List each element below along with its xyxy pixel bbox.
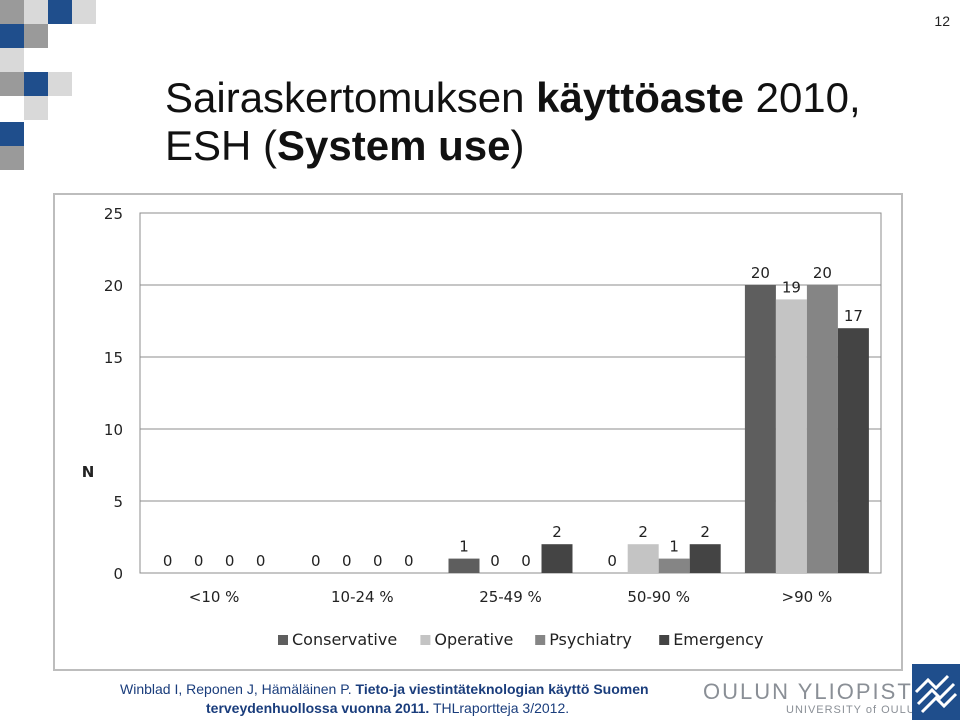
- title-bold: System use: [277, 122, 511, 169]
- bar: [837, 328, 869, 573]
- bar: [775, 299, 807, 573]
- legend-swatch: [420, 635, 431, 645]
- deco-square: [24, 24, 48, 48]
- y-tick-label: 10: [104, 421, 123, 439]
- bar: [448, 558, 480, 573]
- data-label: 0: [404, 552, 414, 570]
- x-tick-label: 50-90 %: [627, 588, 690, 606]
- data-label: 2: [552, 523, 562, 541]
- data-label: 0: [373, 552, 383, 570]
- data-label: 0: [342, 552, 352, 570]
- data-label: 2: [700, 523, 710, 541]
- x-tick-label: 25-49 %: [479, 588, 542, 606]
- plot-area: [139, 212, 882, 574]
- data-label: 0: [311, 552, 321, 570]
- bar: [744, 285, 776, 573]
- y-axis-label: N: [82, 463, 95, 481]
- university-name: OULUN YLIOPISTO UNIVERSITY of OULU: [703, 679, 932, 717]
- deco-square: [0, 0, 24, 24]
- university-name-en: UNIVERSITY of OULU: [786, 704, 916, 716]
- bar: [627, 544, 659, 573]
- title-part: ): [510, 122, 525, 169]
- data-label: 0: [521, 552, 531, 570]
- x-tick-label: <10 %: [189, 588, 240, 606]
- data-label: 0: [607, 552, 617, 570]
- legend-swatch: [659, 635, 670, 645]
- title-part: 2010,: [743, 74, 861, 121]
- deco-square: [24, 0, 48, 24]
- data-label: 1: [459, 538, 469, 556]
- page-number: 12: [934, 13, 950, 29]
- data-label: 20: [751, 264, 770, 282]
- deco-square: [48, 0, 72, 24]
- legend-entry: Emergency: [673, 630, 763, 649]
- x-tick-label: >90 %: [782, 588, 833, 606]
- slide-title: Sairaskertomuksen käyttöaste 2010, ESH (…: [165, 74, 861, 170]
- university-name-fi: OULUN YLIOPISTO: [703, 679, 932, 704]
- deco-square: [0, 146, 24, 170]
- bar: [658, 558, 690, 573]
- deco-square: [0, 72, 24, 96]
- deco-square: [72, 0, 96, 24]
- legend-swatch: [535, 635, 546, 645]
- y-tick-label: 0: [113, 565, 123, 583]
- bar: [541, 544, 573, 573]
- deco-square: [0, 24, 24, 48]
- citation-authors: Winblad I, Reponen J, Hämäläinen P.: [120, 681, 356, 697]
- citation-title-a: Tieto-ja viestintäteknologian käyttö Suo…: [355, 681, 649, 697]
- y-tick-label: 5: [113, 493, 123, 511]
- citation: Winblad I, Reponen J, Hämäläinen P. Tiet…: [120, 680, 649, 718]
- data-label: 0: [163, 552, 173, 570]
- title-part: Sairaskertomuksen: [165, 74, 537, 121]
- citation-title-b: terveydenhuollossa vuonna 2011.: [206, 700, 430, 716]
- data-label: 0: [194, 552, 204, 570]
- deco-square: [48, 72, 72, 96]
- decorative-squares: [0, 0, 96, 170]
- data-label: 0: [225, 552, 235, 570]
- bar: [689, 544, 721, 573]
- deco-square: [24, 96, 48, 120]
- deco-square: [0, 48, 24, 72]
- legend-entry: Operative: [434, 630, 513, 649]
- legend-entry: Psychiatry: [549, 630, 632, 649]
- data-label: 0: [490, 552, 500, 570]
- data-label: 0: [256, 552, 266, 570]
- x-tick-label: 10-24 %: [331, 588, 394, 606]
- deco-square: [24, 72, 48, 96]
- y-tick-label: 15: [104, 349, 123, 367]
- legend-entry: Conservative: [292, 630, 397, 649]
- legend-swatch: [278, 635, 288, 645]
- data-label: 19: [782, 278, 801, 296]
- citation-series: THLraportteja 3/2012.: [429, 700, 570, 716]
- data-label: 20: [813, 264, 832, 282]
- data-label: 17: [844, 307, 863, 325]
- university-logo-icon: [912, 664, 960, 720]
- title-part: ESH (: [165, 122, 278, 169]
- bar: [806, 285, 838, 573]
- y-tick-label: 20: [104, 277, 123, 295]
- title-bold: käyttöaste: [536, 74, 744, 121]
- data-label: 2: [638, 523, 648, 541]
- data-label: 1: [669, 538, 679, 556]
- deco-square: [0, 122, 24, 146]
- y-tick-label: 25: [104, 205, 123, 223]
